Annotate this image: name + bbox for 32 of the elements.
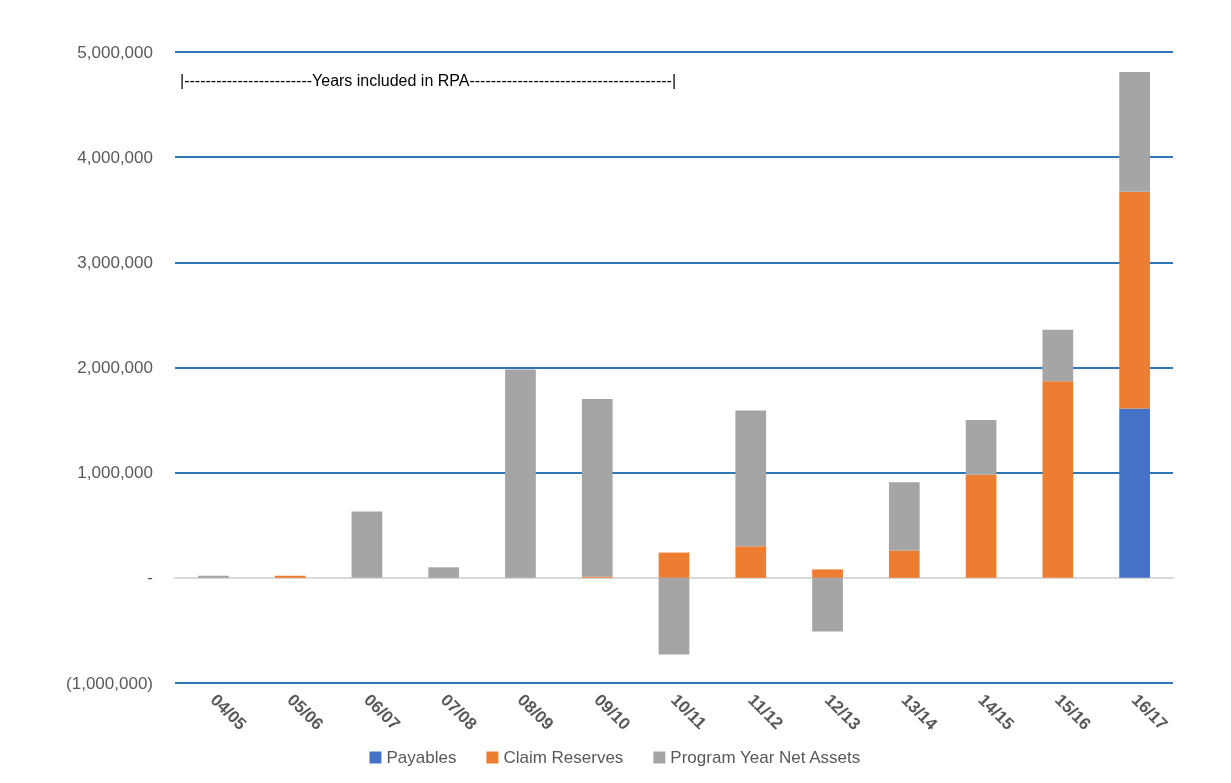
bar	[198, 575, 229, 578]
bar	[428, 567, 460, 578]
bar	[812, 577, 843, 632]
legend-label: Payables	[386, 748, 457, 767]
legend-label: Claim Reserves	[503, 748, 624, 767]
bar	[351, 511, 383, 578]
bar	[812, 569, 843, 578]
bar	[658, 552, 690, 578]
y-tick-label: 5,000,000	[77, 42, 153, 62]
bar	[658, 577, 690, 655]
annotation: |------------------------Years included in RPA--------------------------------------|	[180, 71, 677, 89]
bar	[505, 369, 536, 578]
bar	[1119, 191, 1150, 409]
bar	[1042, 329, 1074, 382]
y-tick-label: 4,000,000	[77, 147, 153, 167]
bar	[274, 575, 306, 578]
bar	[888, 550, 920, 578]
bar	[581, 399, 613, 577]
bar	[735, 410, 767, 547]
legend-label: Program Year Net Assets	[670, 748, 861, 767]
bar	[965, 474, 997, 578]
y-tick-label: 3,000,000	[77, 252, 153, 272]
bar	[965, 420, 997, 475]
y-tick-label: -	[147, 568, 153, 588]
y-tick-label: 2,000,000	[77, 358, 153, 377]
bar	[735, 546, 767, 578]
bar	[1119, 71, 1150, 192]
y-tick-label: 1,000,000	[77, 463, 153, 483]
bar	[888, 482, 920, 551]
bar	[1119, 408, 1150, 578]
y-tick-label: (1,000,000)	[66, 673, 153, 693]
bar	[1042, 381, 1074, 578]
